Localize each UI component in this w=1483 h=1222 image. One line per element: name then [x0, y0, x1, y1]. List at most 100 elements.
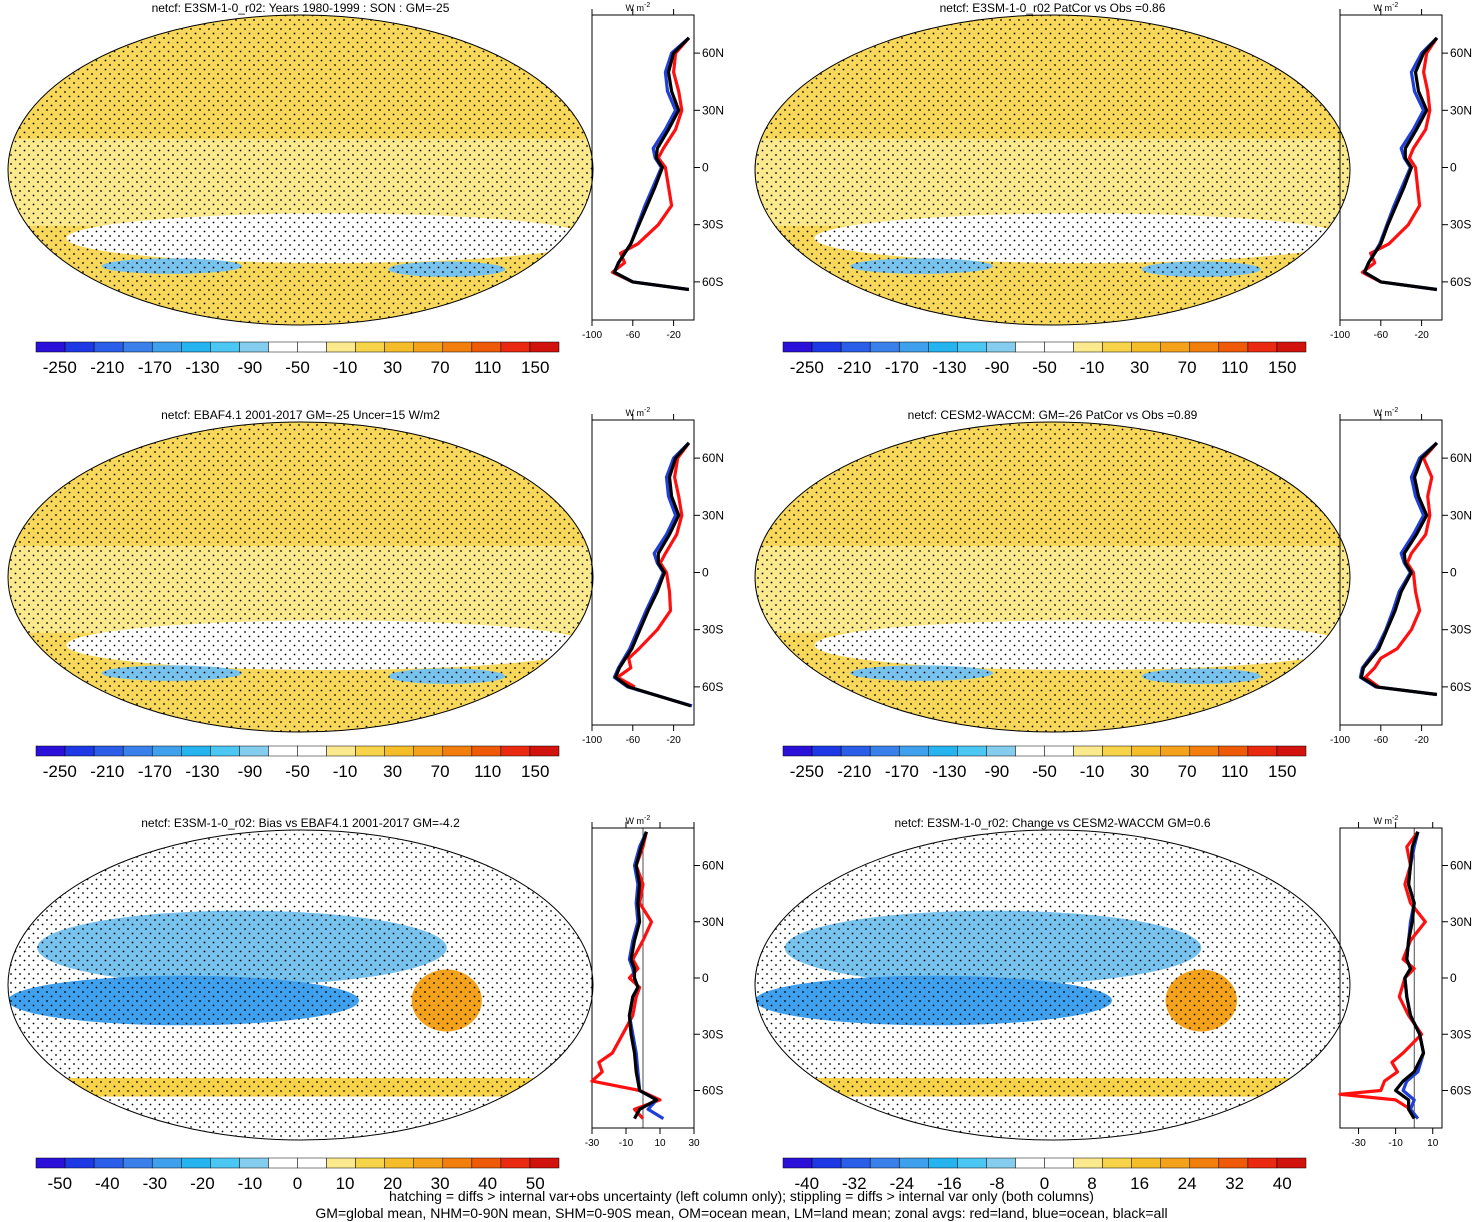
colorbar-box [957, 745, 987, 757]
colorbar-label: 0 [1040, 1174, 1049, 1193]
chart-panel-6: netcf: E3SM-1-0_r02: Change vs CESM2-WAC… [754, 815, 1472, 1193]
map-title: netcf: E3SM-1-0_r02: Years 1980-1999 : S… [152, 1, 450, 15]
y-tick-label: 30N [1450, 103, 1472, 117]
y-tick-label: 60N [702, 451, 724, 465]
colorbar-box [151, 745, 182, 757]
y-tick-label: 60N [702, 46, 724, 60]
x-tick-label: -20 [1414, 735, 1429, 746]
colorbar-label: -210 [837, 762, 871, 781]
colorbar-box [1276, 341, 1307, 353]
chart-panel-5: netcf: E3SM-1-0_r02: Bias vs EBAF4.1 200… [7, 815, 724, 1193]
colorbar-box [1160, 341, 1191, 353]
colorbar-box [811, 1157, 842, 1169]
y-tick-label: 0 [702, 566, 709, 580]
unit-superscript: -2 [1392, 815, 1398, 822]
y-tick-label: 60S [702, 275, 723, 289]
stippling [755, 422, 1350, 732]
colorbar-box [413, 745, 444, 757]
y-tick-label: 30N [702, 915, 724, 929]
colorbar-box [297, 341, 327, 353]
x-tick-label: -10 [619, 1138, 634, 1149]
colorbar-box [413, 1157, 444, 1169]
profile-series-line [1359, 441, 1439, 697]
profile-frame [1339, 827, 1443, 1129]
map-outline [7, 421, 594, 733]
colorbar-label: 30 [383, 762, 402, 781]
colorbar: -250 -210 -170 -130 -90 -50 -10 30 70 110 150 [782, 745, 1307, 781]
colorbar-label: -50 [1032, 358, 1057, 377]
map-title: netcf: CESM2-WACCM: GM=-26 PatCor vs Obs… [908, 408, 1198, 422]
colorbar-box [151, 341, 182, 353]
colorbar-box [529, 1157, 560, 1169]
profile-series-line [1338, 830, 1427, 1111]
colorbar-label: 8 [1087, 1174, 1096, 1193]
map-title: netcf: EBAF4.1 2001-2017 GM=-25 Uncer=15… [161, 408, 440, 422]
x-tick-label: -60 [626, 735, 641, 746]
colorbar-label: 110 [1221, 358, 1248, 377]
colorbar-label: -10 [333, 762, 358, 781]
x-tick-label: -100 [1330, 330, 1350, 341]
colorbar-label: -130 [932, 358, 966, 377]
colorbar-box [1131, 341, 1161, 353]
map-field [755, 422, 1350, 732]
x-tick-label: -100 [582, 735, 602, 746]
colorbar-label: -130 [185, 358, 219, 377]
chart-panel-1: netcf: E3SM-1-0_r02: Years 1980-1999 : S… [7, 1, 724, 377]
colorbar-box [355, 745, 385, 757]
y-tick-label: 30N [702, 508, 724, 522]
y-tick-label: 60S [702, 680, 723, 694]
zonal-profile: W m-2 -100 -60 -20 60N 30N 0 30S 60S [1330, 407, 1472, 746]
colorbar-box [181, 745, 211, 757]
zonal-profile: W m-2 -100 -60 -20 60N 30N 0 30S 60S [582, 407, 724, 746]
colorbar-label: 110 [1221, 762, 1248, 781]
profile-series-line [615, 441, 691, 689]
colorbar-box [122, 341, 153, 353]
colorbar-label: -210 [837, 358, 871, 377]
colorbar-box [986, 745, 1016, 757]
colorbar-box [928, 1157, 958, 1169]
colorbar-label: -250 [790, 358, 824, 377]
x-tick-label: -10 [1388, 1138, 1403, 1149]
colorbar-label: -16 [937, 1174, 962, 1193]
colorbar-label: 24 [1178, 1174, 1197, 1193]
colorbar-label: 150 [1268, 762, 1296, 781]
x-tick-label: -20 [666, 330, 681, 341]
colorbar-box [122, 745, 153, 757]
colorbar-box [986, 341, 1016, 353]
colorbar-box [471, 1157, 502, 1169]
colorbar-label: -90 [238, 358, 263, 377]
colorbar-box [782, 745, 813, 757]
x-tick-label: -30 [585, 1138, 600, 1149]
colorbar-box [500, 1157, 531, 1169]
y-tick-label: 30N [702, 103, 724, 117]
colorbar-box [1160, 1157, 1191, 1169]
zonal-profile: W m-2 -30 -10 10 30 60N 30N 0 30S 60S [585, 815, 724, 1149]
colorbar-label: 70 [431, 358, 450, 377]
colorbar-box [1276, 1157, 1307, 1169]
colorbar-box [811, 745, 842, 757]
y-tick-label: 30N [1450, 508, 1472, 522]
y-tick-label: 0 [702, 161, 709, 175]
x-tick-label: -60 [1374, 330, 1389, 341]
y-tick-label: 60S [1450, 275, 1471, 289]
colorbar-box [210, 745, 240, 757]
colorbar-label: 16 [1130, 1174, 1149, 1193]
colorbar-label: 30 [1130, 358, 1149, 377]
chart-panel-3: netcf: EBAF4.1 2001-2017 GM=-25 Uncer=15… [7, 407, 724, 781]
profile-series-line [1362, 36, 1439, 292]
colorbar-box [1073, 745, 1103, 757]
stippling [755, 830, 1350, 1140]
colorbar-label: -90 [238, 762, 263, 781]
colorbar-label: -170 [138, 762, 172, 781]
colorbar-label: 70 [431, 762, 450, 781]
colorbar-box [181, 341, 211, 353]
colorbar-label: -32 [842, 1174, 867, 1193]
colorbar-box [500, 341, 531, 353]
colorbar-box [529, 745, 560, 757]
y-tick-label: 30S [702, 1027, 723, 1041]
colorbar-box [326, 341, 356, 353]
colorbar-box [181, 1157, 211, 1169]
y-tick-label: 30S [702, 623, 723, 637]
chart-panel-4: netcf: CESM2-WACCM: GM=-26 PatCor vs Obs… [754, 407, 1472, 781]
